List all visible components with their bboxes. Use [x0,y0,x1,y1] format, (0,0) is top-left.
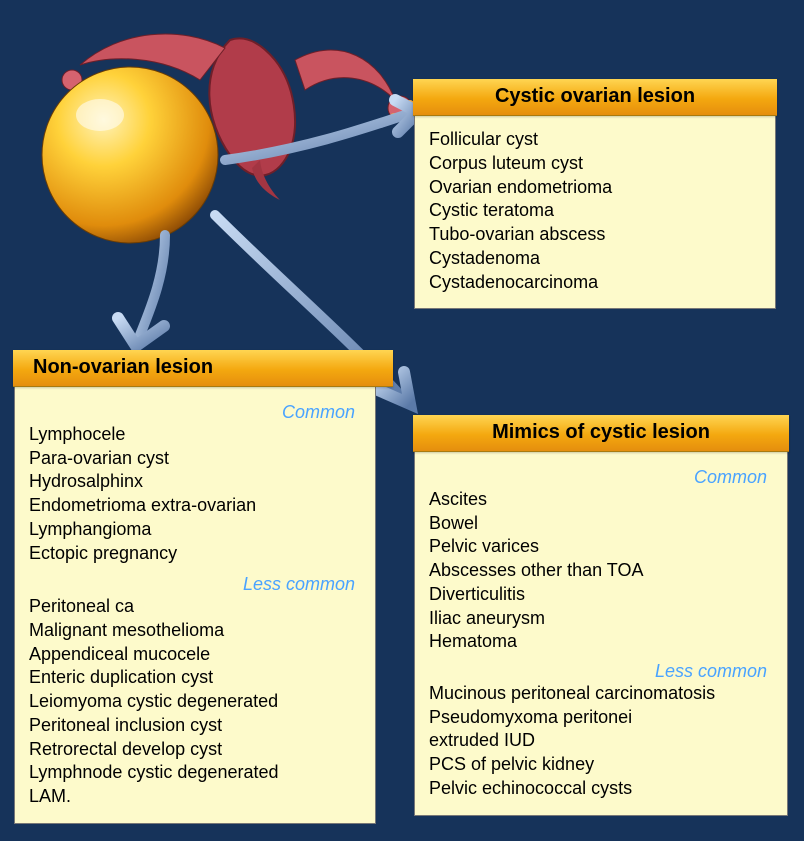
list-item: Diverticulitis [429,583,773,607]
list-item: Pelvic varices [429,535,773,559]
list-item: Retrorectal develop cyst [29,738,361,762]
mimics-title: Mimics of cystic lesion [413,415,789,452]
list-item: Endometrioma extra-ovarian [29,494,361,518]
list-item: Malignant mesothelioma [29,619,361,643]
list-item: Cystadenoma [429,247,761,271]
list-item: Lymphocele [29,423,361,447]
list-item: Cystadenocarcinoma [429,271,761,295]
list-item: Ascites [429,488,773,512]
freq-common-label: Common [29,401,355,425]
list-item: Hematoma [429,630,773,654]
list-item: Leiomyoma cystic degenerated [29,690,361,714]
list-item: Lymphangioma [29,518,361,542]
list-item: Tubo-ovarian abscess [429,223,761,247]
list-item: Peritoneal inclusion cyst [29,714,361,738]
mimics-box: Mimics of cystic lesion Common Ascites B… [414,416,788,816]
cystic-ovarian-box: Cystic ovarian lesion Follicular cyst Co… [414,80,776,309]
list-item: Hydrosalphinx [29,470,361,494]
list-item: Mucinous peritoneal carcinomatosis [429,682,773,706]
list-item: Follicular cyst [429,128,761,152]
non-ovarian-box: Non-ovarian lesion Common Lymphocele Par… [14,351,376,824]
list-item: Abscesses other than TOA [429,559,773,583]
list-item: Ovarian endometrioma [429,176,761,200]
freq-common-label: Common [429,466,767,490]
list-item: Para-ovarian cyst [29,447,361,471]
list-item: PCS of pelvic kidney [429,753,773,777]
list-item: Iliac aneurysm [429,607,773,631]
cyst-sphere-icon [42,67,218,243]
list-item: Peritoneal ca [29,595,361,619]
list-item: Pseudomyxoma peritonei [429,706,773,730]
list-item: Pelvic echinococcal cysts [429,777,773,801]
freq-less-label: Less common [429,660,767,684]
mimics-list: Common Ascites Bowel Pelvic varices Absc… [415,454,787,815]
list-item: Enteric duplication cyst [29,666,361,690]
list-item: Appendiceal mucocele [29,643,361,667]
list-item: Ectopic pregnancy [29,542,361,566]
list-item: Cystic teratoma [429,199,761,223]
cystic-ovarian-list: Follicular cyst Corpus luteum cyst Ovari… [415,118,775,308]
list-item: extruded IUD [429,729,773,753]
arrow-to-nonovarian [118,235,165,346]
freq-less-label: Less common [29,573,355,597]
cystic-ovarian-title: Cystic ovarian lesion [413,79,777,116]
list-item: Lymphnode cystic degenerated [29,761,361,785]
list-item: Bowel [429,512,773,536]
list-item: Corpus luteum cyst [429,152,761,176]
list-item: LAM. [29,785,361,809]
non-ovarian-title: Non-ovarian lesion [13,350,393,387]
non-ovarian-list: Common Lymphocele Para-ovarian cyst Hydr… [15,389,375,823]
